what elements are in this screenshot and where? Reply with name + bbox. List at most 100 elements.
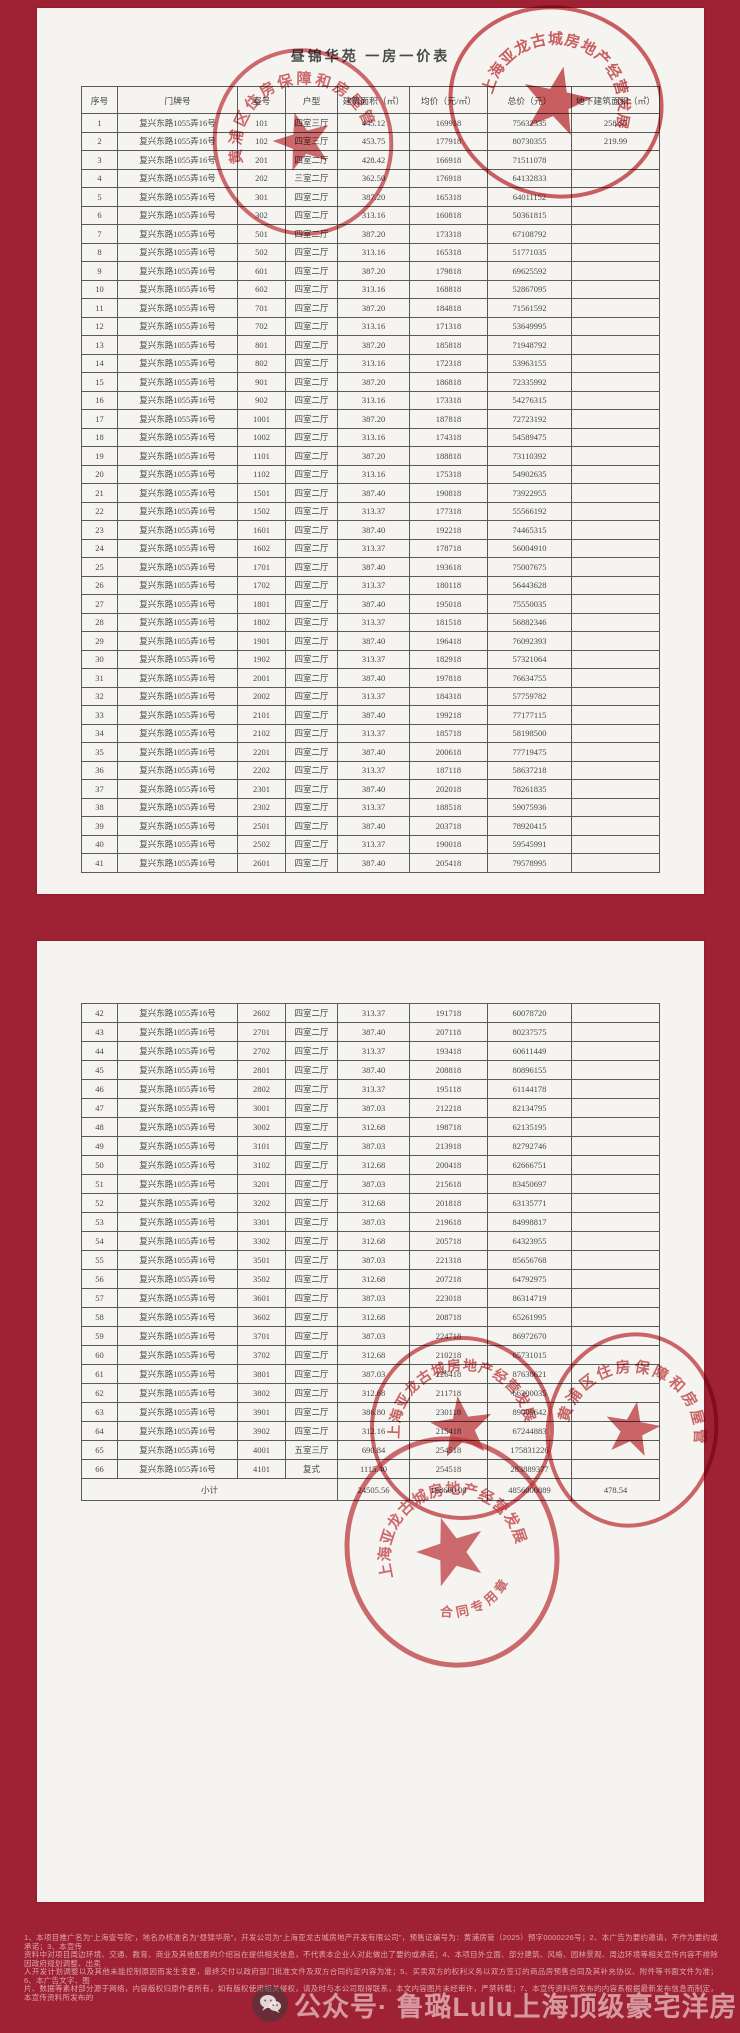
table-cell: 复兴东路1055弄16号 (117, 1098, 238, 1118)
table-cell (571, 1231, 660, 1251)
table-cell: 13 (81, 335, 118, 355)
table-cell: 1901 (237, 631, 286, 651)
table-cell (571, 316, 660, 336)
table-cell: 43 (81, 1022, 118, 1042)
table-cell: 复兴东路1055弄16号 (117, 1212, 238, 1232)
table-cell: 24 (81, 538, 118, 558)
table-cell: 172318 (409, 353, 488, 373)
table-cell: 223018 (409, 1288, 488, 1308)
table-cell: 387.03 (337, 1136, 410, 1156)
column-header: 建筑面积（㎡） (337, 86, 410, 114)
table-cell (571, 205, 660, 225)
table-cell (571, 464, 660, 484)
table-cell: 2802 (237, 1079, 286, 1099)
table-cell: 57321064 (487, 649, 572, 669)
table-cell (571, 779, 660, 799)
table-cell: 四室二厅 (285, 834, 338, 854)
table-cell: 四室二厅 (285, 594, 338, 614)
table-cell: 56882346 (487, 612, 572, 632)
table-cell: 四室二厅 (285, 1326, 338, 1346)
table-cell: 66200035 (487, 1383, 572, 1403)
table-cell: 313.16 (337, 242, 410, 262)
table-row: 43 复兴东路1055弄16号 2701 四室二厅 387.40 207118 802375… (81, 1022, 660, 1042)
table-cell: 54589475 (487, 427, 572, 447)
document-page-2: 42 复兴东路1055弄16号 2602 四室二厅 313.37 191718 600787… (37, 941, 704, 1902)
table-cell: 53 (81, 1212, 118, 1232)
table-row: 49 复兴东路1055弄16号 3101 四室二厅 387.03 213918 827927… (81, 1136, 660, 1156)
table-cell: 215618 (409, 1174, 488, 1194)
table-cell: 387.03 (337, 1326, 410, 1346)
table-cell: 56443628 (487, 575, 572, 595)
table-cell: 3302 (237, 1231, 286, 1251)
table-cell: 184318 (409, 686, 488, 706)
table-cell: 四室二厅 (285, 1117, 338, 1137)
table-cell: 313.37 (337, 1041, 410, 1061)
table-cell: 3301 (237, 1212, 286, 1232)
table-cell (571, 261, 660, 281)
table-cell (571, 483, 660, 503)
document-page-1: 昼锦华苑 一房一价表 序号 门牌号 室号 户型 建筑面积（㎡） 均价（元/㎡） 总价（元）地… (37, 8, 704, 894)
table-cell (571, 1174, 660, 1194)
table-cell: 387.40 (337, 483, 410, 503)
table-cell: 四室二厅 (285, 150, 338, 170)
table-cell: 387.40 (337, 853, 410, 873)
table-cell: 502 (237, 242, 286, 262)
table-cell: 复兴东路1055弄16号 (117, 464, 238, 484)
table-row: 9 复兴东路1055弄16号 601 四室二厅 387.20 179818 69625592 (81, 261, 660, 281)
table-cell: 313.37 (337, 834, 410, 854)
table-cell: 387.40 (337, 594, 410, 614)
table-cell: 208818 (409, 1060, 488, 1080)
table-cell: 283889377 (487, 1459, 572, 1479)
table-cell: 3601 (237, 1288, 286, 1308)
table-cell: 219.99 (571, 131, 660, 151)
table-cell (571, 1402, 660, 1422)
table-cell: 26 (81, 575, 118, 595)
table-cell: 175318 (409, 464, 488, 484)
table-cell: 202 (237, 168, 286, 188)
table-cell: 313.37 (337, 1079, 410, 1099)
table-cell: 四室二厅 (285, 649, 338, 669)
table-cell: 64132833 (487, 168, 572, 188)
table-cell: 387.20 (337, 372, 410, 392)
table-cell: 18 (81, 427, 118, 447)
table-cell: 387.03 (337, 1212, 410, 1232)
table-cell: 25 (81, 557, 118, 577)
table-row: 62 复兴东路1055弄16号 3802 四室二厅 312.68 211718 662000… (81, 1383, 660, 1403)
table-cell: 复兴东路1055弄16号 (117, 242, 238, 262)
subtotal-total-price: 4856000889 (487, 1478, 572, 1501)
table-cell: 复兴东路1055弄16号 (117, 1307, 238, 1327)
table-cell (571, 1155, 660, 1175)
table-header-row: 序号 门牌号 室号 户型 建筑面积（㎡） 均价（元/㎡） 总价（元） 地下建筑面积（㎡） (81, 86, 660, 114)
table-cell (571, 446, 660, 466)
table-cell: 64792975 (487, 1269, 572, 1289)
table-cell: 复兴东路1055弄16号 (117, 1041, 238, 1061)
table-cell: 50 (81, 1155, 118, 1175)
table-cell: 复兴东路1055弄16号 (117, 1022, 238, 1042)
table-cell: 1902 (237, 649, 286, 669)
table-cell: 73110392 (487, 446, 572, 466)
table-row: 30 复兴东路1055弄16号 1902 四室二厅 313.37 182918 573210… (81, 649, 660, 669)
table-cell: 2201 (237, 742, 286, 762)
table-cell: 复兴东路1055弄16号 (117, 631, 238, 651)
table-cell: 复兴东路1055弄16号 (117, 224, 238, 244)
table-row: 27 复兴东路1055弄16号 1801 四室二厅 387.40 195018 755500… (81, 594, 660, 614)
table-cell: 四室二厅 (285, 1212, 338, 1232)
table-cell: 53963155 (487, 353, 572, 373)
table-cell: 313.16 (337, 205, 410, 225)
table-cell: 445.12 (337, 113, 410, 133)
table-cell: 1102 (237, 464, 286, 484)
table-cell: 313.37 (337, 686, 410, 706)
table-cell: 76634755 (487, 668, 572, 688)
table-cell: 79578995 (487, 853, 572, 873)
table-cell: 33 (81, 705, 118, 725)
table-cell: 57759782 (487, 686, 572, 706)
table-cell: 3902 (237, 1421, 286, 1441)
table-header-row: 序号 门牌号 室号 户型 建筑面积（㎡） 均价（元/㎡） 总价（元） 地下建筑面积（㎡） (81, 86, 660, 114)
table-row: 15 复兴东路1055弄16号 901 四室二厅 387.20 186818 7233599… (81, 372, 660, 392)
column-header: 总价（元） (487, 86, 572, 114)
table-cell: 221318 (409, 1250, 488, 1270)
table-cell: 207218 (409, 1269, 488, 1289)
table-row: 46 复兴东路1055弄16号 2802 四室二厅 313.37 195118 611441… (81, 1079, 660, 1099)
table-row: 39 复兴东路1055弄16号 2501 四室二厅 387.40 203718 789204… (81, 816, 660, 836)
table-cell: 701 (237, 298, 286, 318)
